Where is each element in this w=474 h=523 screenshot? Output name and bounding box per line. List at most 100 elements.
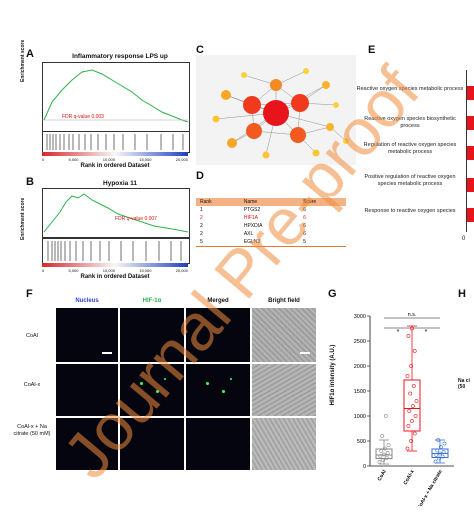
g-data-point xyxy=(406,334,411,338)
g-y-tick-label: 1000 xyxy=(354,414,366,420)
g-y-tick-label: 500 xyxy=(357,439,366,445)
network-node xyxy=(333,102,339,108)
merged-signal-dot xyxy=(222,390,225,393)
go-term-label: Reactive oxygen species biosynthetic pro… xyxy=(364,116,456,129)
col-label-hif: HIF-1α xyxy=(142,298,162,304)
gsea-a-xlabel: Rank in ordered Dataset xyxy=(80,163,150,169)
gsea-b-fdr: FDR q-value 0.007 xyxy=(115,216,157,222)
image-merged-coal xyxy=(186,308,250,362)
go-term-label: Reactive oxygen species metabolic proces… xyxy=(356,86,464,92)
g-data-point xyxy=(385,451,390,455)
g-sig-star: * xyxy=(397,329,400,336)
image-hif-coal-x xyxy=(120,364,184,416)
go-term-label: Positive regulation of reactive oxygen s… xyxy=(364,174,456,187)
g-ylabel: HIF1α intensity (A.U.) xyxy=(330,344,336,406)
network-node xyxy=(241,72,247,78)
gsea-b-xtick: 15,000 xyxy=(139,268,152,273)
image-bright-field-coal-x-citrate xyxy=(252,418,316,470)
g-x-tick-label: CoAl xyxy=(377,468,388,482)
g-data-point xyxy=(411,384,416,388)
g-y-tick-label: 1500 xyxy=(354,389,366,395)
panel-letter-a: A xyxy=(26,48,34,60)
network-node xyxy=(212,115,220,123)
g-data-point xyxy=(433,459,438,464)
table-cell: 2 xyxy=(200,223,203,229)
g-data-point xyxy=(439,445,443,449)
g-data-point xyxy=(440,454,445,459)
go-bar xyxy=(467,208,474,222)
row-label-coal-x-citrate: CoAl-x + Na citrate (50 mM) xyxy=(13,424,51,437)
g-data-point xyxy=(377,460,382,464)
table-cell: 2 xyxy=(200,231,203,237)
gsea-a-xticks: 0 5,000 10,000 15,000 20,000 xyxy=(42,157,188,162)
table-header-row: Rank Name Score xyxy=(196,198,346,206)
image-nucleus-coal-x xyxy=(56,364,118,416)
image-merged-coal-x xyxy=(186,364,250,416)
table-row: 2 HIF1A 6 xyxy=(196,214,346,222)
g-x-tick-label: CoAl-x + Na citrate xyxy=(416,469,444,506)
gsea-b-xticks: 0 5,000 10,000 15,000 20,000 xyxy=(42,268,188,273)
table-cell: 6 xyxy=(303,207,306,213)
hif-signal-dot xyxy=(164,378,166,380)
table-cell: 6 xyxy=(303,231,306,237)
table-cell: 1 xyxy=(200,207,203,213)
gsea-b-plot xyxy=(42,188,190,238)
g-y-tick-label: 2500 xyxy=(354,339,366,345)
g-data-point xyxy=(382,452,386,457)
image-merged-coal-x-citrate xyxy=(186,418,250,470)
table-header-rank: Rank xyxy=(196,198,240,206)
network-node xyxy=(270,79,282,91)
g-data-point xyxy=(435,448,440,453)
col-label-nucleus: Nucleus xyxy=(75,298,99,304)
g-box xyxy=(403,379,421,432)
g-data-point xyxy=(405,446,410,451)
g-data-point xyxy=(381,458,386,462)
g-data-point xyxy=(405,374,410,378)
table-cell: 2 xyxy=(200,215,203,221)
g-data-point xyxy=(413,414,418,418)
table-cell: 5 xyxy=(200,239,203,245)
row-label-coal-x: CoAl-x xyxy=(23,382,41,388)
g-data-point xyxy=(383,446,387,451)
go-axis xyxy=(466,70,467,232)
panel-letter-f: F xyxy=(26,288,33,300)
image-bright-field-coal-x xyxy=(252,364,316,416)
gsea-b-rank-bar xyxy=(42,263,188,267)
g-data-point xyxy=(384,456,389,460)
gsea-a-fdr: FDR q-value 0.003 xyxy=(62,114,104,120)
table-cell: HPXDIA xyxy=(243,223,263,229)
table-row: 2 AXL 6 xyxy=(196,230,346,238)
gsea-a-rank-bar xyxy=(42,152,188,156)
gsea-b-xtick: 5,000 xyxy=(68,268,79,273)
network-node xyxy=(227,138,237,148)
g-data-point xyxy=(379,449,384,453)
table-cell: 6 xyxy=(303,223,306,229)
network-node xyxy=(322,81,330,89)
image-bright-field-coal xyxy=(252,308,316,362)
table-row: 5 EGLN3 5 xyxy=(196,238,346,247)
g-y-tick-label: 2000 xyxy=(354,364,366,370)
g-x-tick-label: CoAl-x xyxy=(402,469,415,486)
g-data-point xyxy=(436,438,441,442)
g-data-point xyxy=(442,441,447,446)
scale-bar xyxy=(102,352,112,354)
panel-letter-c: C xyxy=(196,44,204,56)
network-node xyxy=(262,151,270,159)
scale-bar xyxy=(300,352,310,354)
g-y-tick-label: 0 xyxy=(363,464,366,470)
go-bar xyxy=(467,146,474,160)
network-node xyxy=(312,149,320,157)
gsea-a-xtick: 5,000 xyxy=(68,157,79,162)
g-data-point xyxy=(410,419,414,423)
gsea-b-title: Hypoxia 11 xyxy=(103,180,137,187)
g-sig-ns: n.s. xyxy=(408,312,417,318)
g-data-point xyxy=(434,453,439,457)
g-data-point xyxy=(406,424,411,428)
panel-letter-h: H xyxy=(458,288,466,300)
gsea-b-xtick: 0 xyxy=(42,268,45,273)
panel-h-fragment-label: Na ci (50 xyxy=(458,378,470,390)
g-data-point xyxy=(380,434,385,438)
network-node xyxy=(221,90,231,100)
row-label-coal: CoAl xyxy=(26,333,38,339)
go-term-label: Response to reactive oxygen species xyxy=(364,208,456,214)
